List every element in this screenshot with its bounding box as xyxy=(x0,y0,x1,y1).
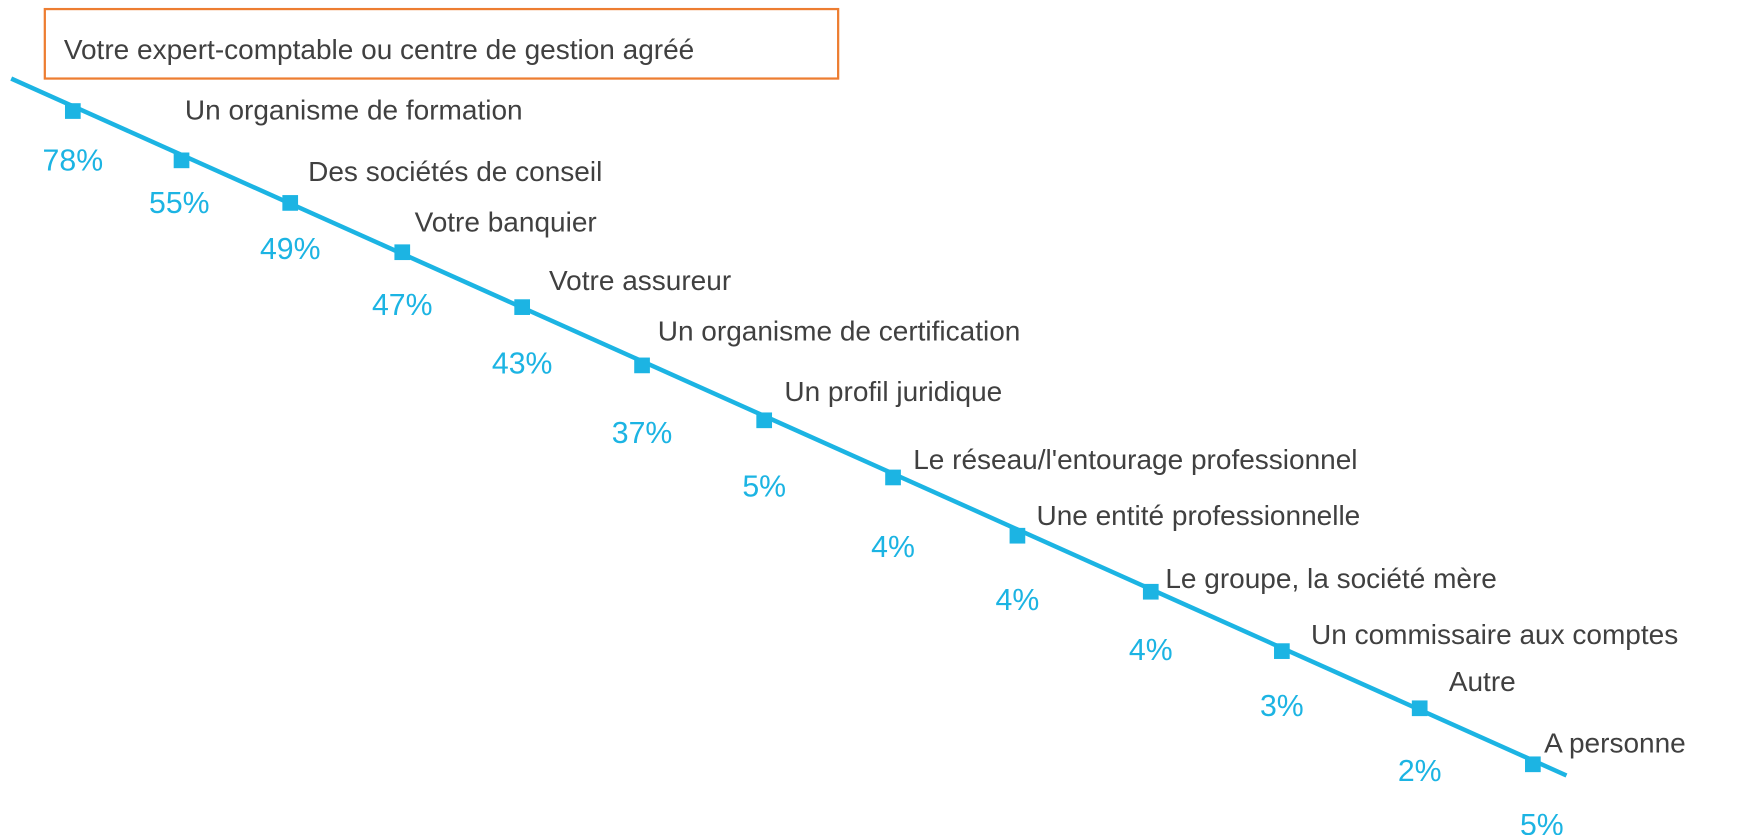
marker xyxy=(1274,643,1290,659)
marker xyxy=(514,299,531,315)
item-label: Un organisme de certification xyxy=(658,315,1021,346)
item-label: Votre banquier xyxy=(415,207,597,238)
item-label: Votre expert-comptable ou centre de gest… xyxy=(64,34,694,65)
marker xyxy=(173,152,190,169)
item-percent: 2% xyxy=(1398,755,1442,788)
item-label: Le réseau/l'entourage professionnel xyxy=(913,444,1357,475)
marker xyxy=(885,469,901,486)
marker xyxy=(756,412,773,429)
item-percent: 78% xyxy=(43,145,104,178)
item-label: Un commissaire aux comptes xyxy=(1311,619,1678,650)
marker xyxy=(1411,700,1428,717)
marker xyxy=(1525,756,1541,773)
marker xyxy=(1142,583,1159,600)
marker xyxy=(1009,527,1026,544)
item-percent: 49% xyxy=(260,233,321,266)
item-label: Autre xyxy=(1449,666,1516,697)
marker xyxy=(64,103,81,119)
highlight-box xyxy=(43,7,840,80)
item-label: Des sociétés de conseil xyxy=(308,156,602,187)
item-percent: 4% xyxy=(1129,634,1173,667)
timeline xyxy=(10,76,1568,778)
item-label: Un profil juridique xyxy=(784,376,1002,407)
marker xyxy=(282,195,299,211)
marker xyxy=(394,244,411,261)
item-percent: 4% xyxy=(996,584,1040,617)
item-label: Une entité professionnelle xyxy=(1036,500,1360,531)
item-percent: 43% xyxy=(492,347,553,380)
marker xyxy=(634,357,650,374)
item-percent: 47% xyxy=(372,289,433,322)
item-percent: 4% xyxy=(871,531,915,564)
item-label: Votre assureur xyxy=(549,265,731,296)
item-percent: 5% xyxy=(1520,809,1564,835)
item-percent: 55% xyxy=(149,187,210,220)
item-percent: 37% xyxy=(612,417,673,450)
item-label: Un organisme de formation xyxy=(185,95,523,126)
item-label: A personne xyxy=(1544,728,1686,759)
item-percent: 3% xyxy=(1260,690,1304,723)
item-label: Le groupe, la société mère xyxy=(1165,563,1497,594)
item-percent: 5% xyxy=(742,471,786,504)
